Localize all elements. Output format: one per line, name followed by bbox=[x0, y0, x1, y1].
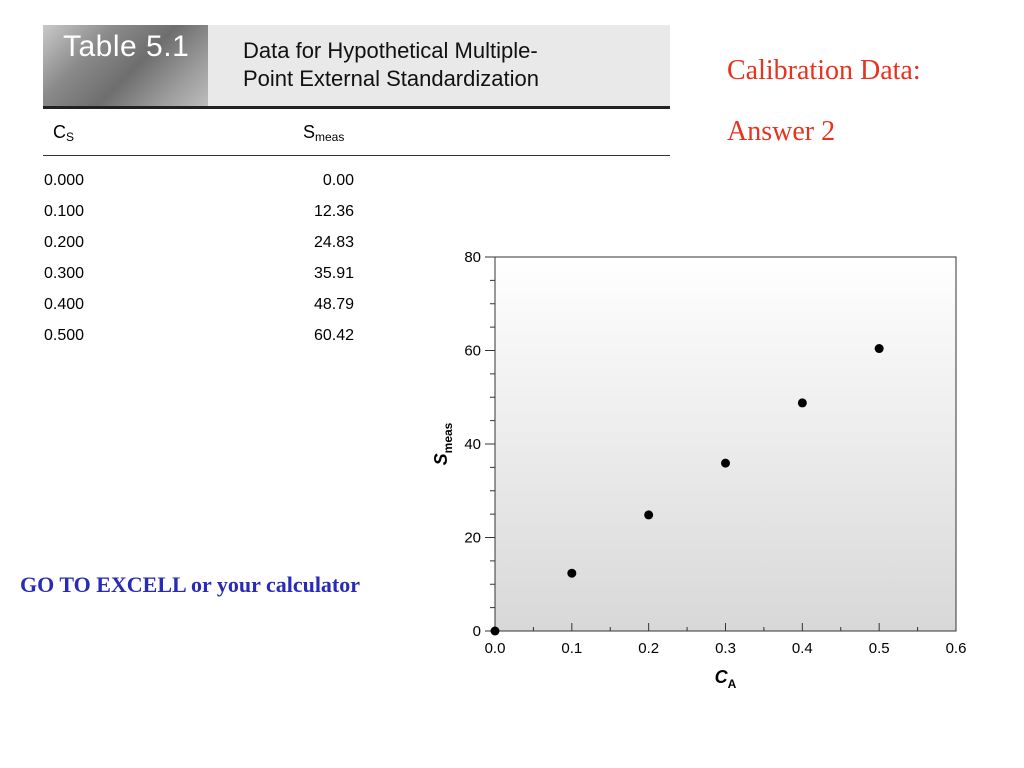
slide-title-line-2: Answer 2 bbox=[727, 116, 836, 147]
y-tick-label: 60 bbox=[464, 343, 481, 360]
table-cell-smeas: 35.91 bbox=[313, 265, 354, 282]
data-point bbox=[797, 398, 807, 408]
y-axis-label: Smeas bbox=[431, 422, 455, 465]
column-header-smeas: Smeas bbox=[303, 122, 344, 144]
y-axis-ticks: 0 20 40 60 80 bbox=[464, 249, 495, 640]
table-caption-line-1: Data for Hypothetical Multiple- bbox=[243, 38, 538, 63]
y-tick-label: 40 bbox=[464, 436, 481, 453]
column-header-smeas-main: S bbox=[303, 122, 316, 142]
table-header-rule bbox=[43, 155, 670, 156]
y-tick-label: 0 bbox=[473, 623, 481, 640]
column-header-cs-main: C bbox=[53, 122, 66, 142]
column-header-smeas-sub: meas bbox=[315, 130, 345, 144]
table-header: Table 5.1 Data for Hypothetical Multiple… bbox=[43, 25, 670, 106]
data-point bbox=[567, 568, 577, 578]
slide-title-line-1: Calibration Data: bbox=[727, 55, 921, 86]
table-cell-smeas: 24.83 bbox=[313, 234, 354, 251]
table-caption: Data for Hypothetical Multiple- Point Ex… bbox=[243, 37, 539, 93]
table-number: Table 5.1 bbox=[63, 30, 190, 63]
table-cell-cs: 0.200 bbox=[44, 234, 85, 251]
x-tick-label: 0.1 bbox=[561, 640, 582, 657]
x-axis-label-main: C bbox=[715, 667, 729, 687]
data-point bbox=[721, 458, 730, 468]
data-points bbox=[490, 344, 884, 636]
data-point bbox=[644, 510, 654, 520]
table-cell-cs: 0.100 bbox=[44, 203, 85, 220]
table-cell-cs: 0.000 bbox=[44, 172, 85, 189]
table-cell-smeas: 60.42 bbox=[313, 327, 354, 344]
y-tick-label: 80 bbox=[464, 249, 481, 266]
x-tick-label: 0.0 bbox=[485, 640, 506, 657]
data-point bbox=[874, 344, 884, 354]
table-cell-cs: 0.400 bbox=[44, 296, 85, 313]
calibration-scatter-chart: 0.0 0.1 0.2 0.3 0.4 0.5 0.6 0 20 40 60 80 CA Smeas bbox=[431, 249, 967, 691]
y-axis-label-main: S bbox=[431, 453, 451, 465]
table-cell-smeas: 12.36 bbox=[313, 203, 354, 220]
table-top-rule bbox=[43, 106, 670, 109]
plot-area bbox=[494, 256, 957, 632]
table-cell-smeas: 0.00 bbox=[322, 172, 354, 189]
x-tick-label: 0.2 bbox=[638, 640, 659, 657]
x-tick-label: 0.5 bbox=[869, 640, 890, 657]
x-tick-label: 0.3 bbox=[715, 640, 736, 657]
x-tick-label: 0.6 bbox=[946, 640, 967, 657]
table-cell-smeas: 48.79 bbox=[313, 296, 354, 313]
x-axis-label: CA bbox=[715, 667, 737, 691]
y-tick-label: 20 bbox=[464, 530, 481, 547]
y-axis-label-sub: meas bbox=[441, 422, 455, 453]
data-point bbox=[490, 626, 500, 636]
x-axis-ticks: 0.0 0.1 0.2 0.3 0.4 0.5 0.6 bbox=[485, 623, 967, 657]
table-cell-cs: 0.300 bbox=[44, 265, 85, 282]
table-cell-cs: 0.500 bbox=[44, 327, 85, 344]
column-header-cs-sub: S bbox=[66, 130, 75, 144]
instruction-text: GO TO EXCELL or your calculator bbox=[20, 572, 361, 597]
column-header-cs: CS bbox=[53, 122, 74, 144]
x-axis-label-sub: A bbox=[728, 677, 737, 691]
x-tick-label: 0.4 bbox=[792, 640, 813, 657]
table-badge: Table 5.1 bbox=[43, 25, 208, 106]
table-caption-line-2: Point External Standardization bbox=[243, 66, 539, 91]
